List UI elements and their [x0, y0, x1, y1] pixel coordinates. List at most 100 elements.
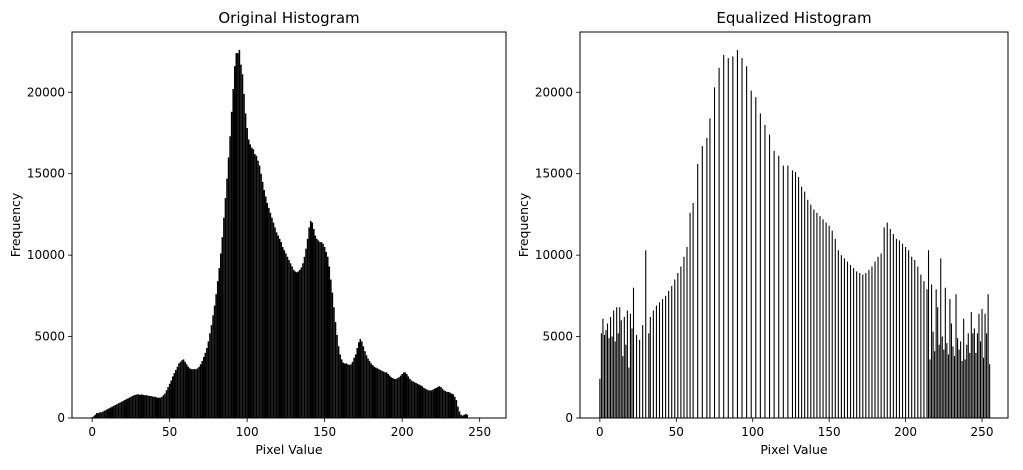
histogram-bar: [127, 398, 129, 418]
histogram-bar: [187, 366, 190, 418]
histogram-bar: [362, 346, 365, 418]
histogram-bar: [348, 365, 351, 418]
histogram-bar: [868, 269, 870, 418]
histogram-bar: [195, 369, 197, 418]
histogram-bar: [943, 349, 945, 418]
histogram-bar: [822, 219, 824, 418]
histogram-bar: [938, 344, 940, 418]
histogram-bar: [189, 368, 191, 418]
x-tick-label: 250: [971, 425, 994, 439]
original-chart-title: Original Histogram: [218, 9, 359, 27]
histogram-bar: [423, 387, 425, 418]
histogram-bar: [213, 305, 216, 418]
histogram-bar: [185, 364, 188, 418]
histogram-bar: [224, 198, 227, 418]
histogram-bar: [246, 128, 248, 418]
histogram-bar: [452, 394, 455, 418]
histogram-bar: [889, 229, 891, 418]
histogram-bar: [937, 307, 939, 418]
histogram-bar: [209, 333, 211, 418]
histogram-bar: [142, 394, 145, 418]
histogram-bar: [441, 388, 444, 418]
histogram-bar: [460, 414, 462, 418]
histogram-bar: [853, 268, 855, 418]
histogram-bar: [153, 396, 155, 418]
histogram-bar: [610, 317, 612, 418]
histogram-bar: [105, 409, 107, 418]
histogram-bar: [843, 258, 845, 418]
histogram-bar: [433, 388, 436, 418]
histogram-bar: [736, 49, 738, 419]
histogram-bar: [255, 155, 258, 418]
histogram-bar: [388, 375, 391, 418]
histogram-bar: [176, 366, 179, 418]
histogram-bar: [150, 396, 152, 418]
histogram-bar: [109, 407, 112, 418]
histogram-bar: [244, 113, 247, 419]
y-tick-label: 10000: [535, 248, 573, 262]
histogram-bar: [444, 391, 447, 418]
histogram-bar: [706, 137, 708, 419]
x-tick-label: 100: [236, 425, 259, 439]
histogram-bar: [120, 401, 123, 418]
histogram-bar: [450, 393, 453, 418]
histogram-bar: [303, 256, 306, 418]
histogram-bar: [151, 396, 154, 418]
histogram-bar: [935, 289, 937, 418]
histogram-bar: [365, 355, 368, 418]
histogram-bar: [320, 242, 323, 418]
histogram-bar: [247, 139, 250, 419]
histogram-bar: [353, 357, 355, 418]
histogram-bar: [782, 165, 784, 418]
histogram-bar: [396, 378, 399, 418]
histogram-bar: [379, 369, 382, 418]
histogram-bar: [99, 412, 101, 418]
histogram-bar: [856, 271, 858, 418]
histogram-bar: [794, 172, 797, 418]
histogram-bar: [718, 67, 720, 418]
histogram-bar: [917, 266, 919, 418]
histogram-bar: [941, 336, 943, 418]
histogram-bar: [220, 253, 222, 418]
histogram-bar: [162, 395, 165, 418]
histogram-bar: [330, 279, 332, 418]
histogram-bar: [182, 359, 185, 418]
histogram-bar: [331, 292, 334, 418]
histogram-bar: [723, 54, 725, 419]
histogram-bar: [252, 149, 255, 418]
histogram-bar: [944, 287, 946, 418]
histogram-bar: [934, 351, 936, 418]
histogram-bar: [713, 87, 716, 418]
histogram-bar: [602, 318, 604, 418]
histogram-bar: [385, 372, 388, 418]
histogram-bar: [210, 325, 213, 418]
histogram-bar: [883, 227, 885, 418]
histogram-bar: [623, 317, 625, 418]
histogram-bar: [314, 235, 317, 418]
histogram-bar: [371, 365, 374, 418]
histogram-bar: [398, 377, 400, 418]
histogram-bar: [117, 403, 120, 418]
histogram-bar: [416, 383, 419, 418]
histogram-bar: [100, 412, 103, 418]
histogram-bar: [961, 361, 963, 418]
histogram-bar: [606, 323, 609, 418]
histogram-bar: [134, 394, 137, 418]
histogram-bar: [342, 362, 345, 418]
histogram-bar: [413, 382, 416, 418]
histogram-bar: [113, 405, 115, 418]
histogram-bar: [325, 251, 327, 418]
histogram-bar: [871, 266, 873, 418]
histogram-bar: [979, 341, 982, 418]
histogram-bar: [709, 118, 711, 418]
histogram-bar: [354, 354, 357, 418]
histogram-bar: [674, 279, 676, 418]
histogram-bar: [908, 250, 910, 418]
histogram-bar: [317, 240, 320, 418]
histogram-bar: [926, 289, 928, 418]
histogram-bar: [967, 333, 969, 418]
histogram-bar: [361, 341, 363, 418]
histogram-bar: [347, 364, 349, 418]
histogram-bar: [295, 272, 298, 418]
